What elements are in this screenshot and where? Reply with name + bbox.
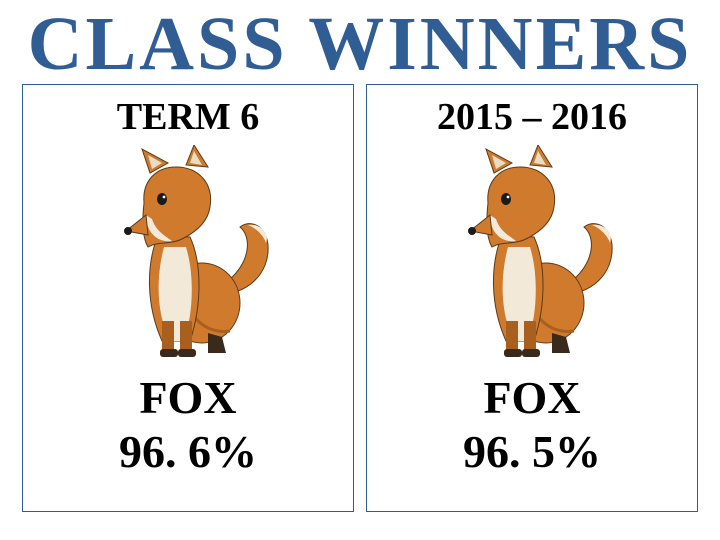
- winner-value: 96. 6%: [119, 425, 257, 479]
- winner-name: FOX: [463, 371, 601, 425]
- cards-row: TERM 6 FOX 96. 6% 2015 – 2016: [0, 84, 720, 512]
- card-footer-year: FOX 96. 5%: [463, 371, 601, 480]
- winner-name: FOX: [119, 371, 257, 425]
- card-footer-term6: FOX 96. 6%: [119, 371, 257, 480]
- card-year: 2015 – 2016 FOX 96. 5%: [366, 84, 698, 512]
- fox-icon: [95, 145, 281, 365]
- card-header-year: 2015 – 2016: [437, 95, 627, 139]
- winner-value: 96. 5%: [463, 425, 601, 479]
- card-header-term6: TERM 6: [117, 95, 260, 139]
- page-title: CLASS WINNERS: [0, 0, 720, 82]
- fox-icon: [439, 145, 625, 365]
- card-term6: TERM 6 FOX 96. 6%: [22, 84, 354, 512]
